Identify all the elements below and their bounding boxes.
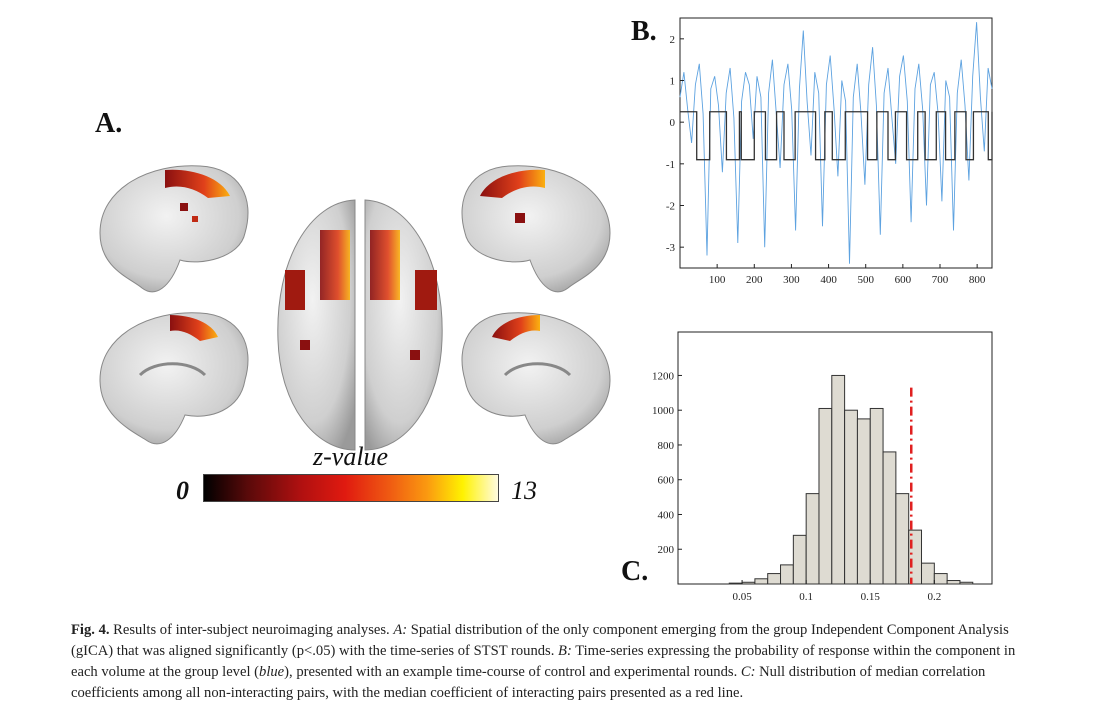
histogram-bar	[792, 534, 807, 585]
caption-part-2: Spatial distribution of the only compone…	[71, 622, 1009, 659]
histogram-bar	[959, 581, 974, 585]
y-tick-label: 600	[658, 475, 675, 487]
histogram-bar	[805, 493, 820, 585]
caption-part-4: ), presented with an example time-course…	[284, 664, 741, 680]
brain-right-medial	[461, 312, 611, 445]
histogram-bar	[921, 562, 935, 585]
x-tick-label: 500	[857, 274, 874, 286]
caption-part-3: Time-series expressing the probability o…	[71, 643, 1016, 680]
histogram-bar	[844, 409, 858, 585]
brain-left-lateral	[99, 165, 249, 293]
x-tick-label: 300	[783, 274, 800, 286]
y-tick-label: 1000	[652, 405, 675, 417]
y-tick-label: 1	[670, 76, 676, 88]
histogram-bar	[741, 581, 756, 585]
y-tick-label: -1	[666, 159, 675, 171]
x-tick-label: 800	[969, 274, 986, 286]
histogram-bar	[856, 418, 871, 585]
histogram-bar	[882, 451, 897, 585]
caption-fig-number: Fig. 4.	[71, 622, 110, 638]
histogram-bar	[946, 580, 961, 585]
x-tick-label: 200	[746, 274, 763, 286]
caption-c-marker: C:	[740, 664, 756, 680]
y-tick-label: 400	[658, 509, 675, 521]
caption-blue-word: blue	[259, 664, 285, 680]
brain-dorsal	[277, 199, 443, 451]
x-tick-label: 700	[932, 274, 949, 286]
y-tick-label: -3	[666, 242, 676, 254]
histogram-bar	[754, 578, 769, 585]
figure-caption: Fig. 4. Results of inter-subject neuroim…	[71, 620, 1033, 704]
brain-renderings	[99, 165, 611, 451]
panel-b-label: B.	[631, 16, 657, 47]
block-design-line	[680, 111, 993, 161]
colorbar	[203, 474, 499, 502]
x-tick-label: 100	[709, 274, 726, 286]
histogram-bar	[818, 407, 833, 585]
timeseries-trace	[679, 22, 993, 264]
histogram-bar	[780, 564, 794, 585]
histogram-bar	[728, 582, 743, 585]
colorbar-min-label: 0	[176, 476, 189, 505]
x-tick-label: 0.05	[732, 591, 752, 603]
y-tick-label: 2	[670, 34, 676, 46]
histogram-bar	[831, 374, 846, 585]
x-tick-label: 0.1	[799, 591, 813, 603]
histogram-chart: 0.05 0.1 0.15 0.2 200 400 600 800 1000 1200	[652, 331, 993, 603]
histogram-bar	[767, 573, 782, 585]
caption-b-marker: B:	[558, 643, 572, 659]
x-tick-label: 0.15	[861, 591, 881, 603]
panel-a-label: A.	[95, 108, 123, 139]
brain-left-medial	[99, 312, 249, 445]
histogram-bar	[895, 493, 910, 585]
caption-part-5: Null distribution of median correlation …	[71, 664, 986, 701]
y-tick-label: 800	[658, 440, 675, 452]
panel-c-label: C.	[621, 556, 649, 587]
y-tick-label: 200	[658, 544, 675, 556]
x-tick-label: 0.2	[927, 591, 941, 603]
x-tick-label: 600	[895, 274, 912, 286]
caption-a-marker: A:	[393, 622, 408, 638]
histogram-bar	[908, 529, 923, 585]
x-tick-label: 400	[820, 274, 837, 286]
timeseries-chart: 100 200 300 400 500 600 700 800 2 1 0 -1 -2 -3	[666, 17, 993, 286]
histogram-bar	[869, 407, 884, 585]
brain-right-lateral	[461, 165, 611, 293]
y-tick-label: 1200	[652, 370, 675, 382]
colorbar-title: z-value	[313, 442, 389, 471]
y-tick-label: -2	[666, 201, 675, 213]
colorbar-max-label: 13	[511, 476, 537, 505]
histogram-bar	[933, 573, 948, 585]
caption-part-1: Results of inter-subject neuroimaging an…	[109, 622, 394, 638]
y-tick-label: 0	[670, 117, 676, 129]
